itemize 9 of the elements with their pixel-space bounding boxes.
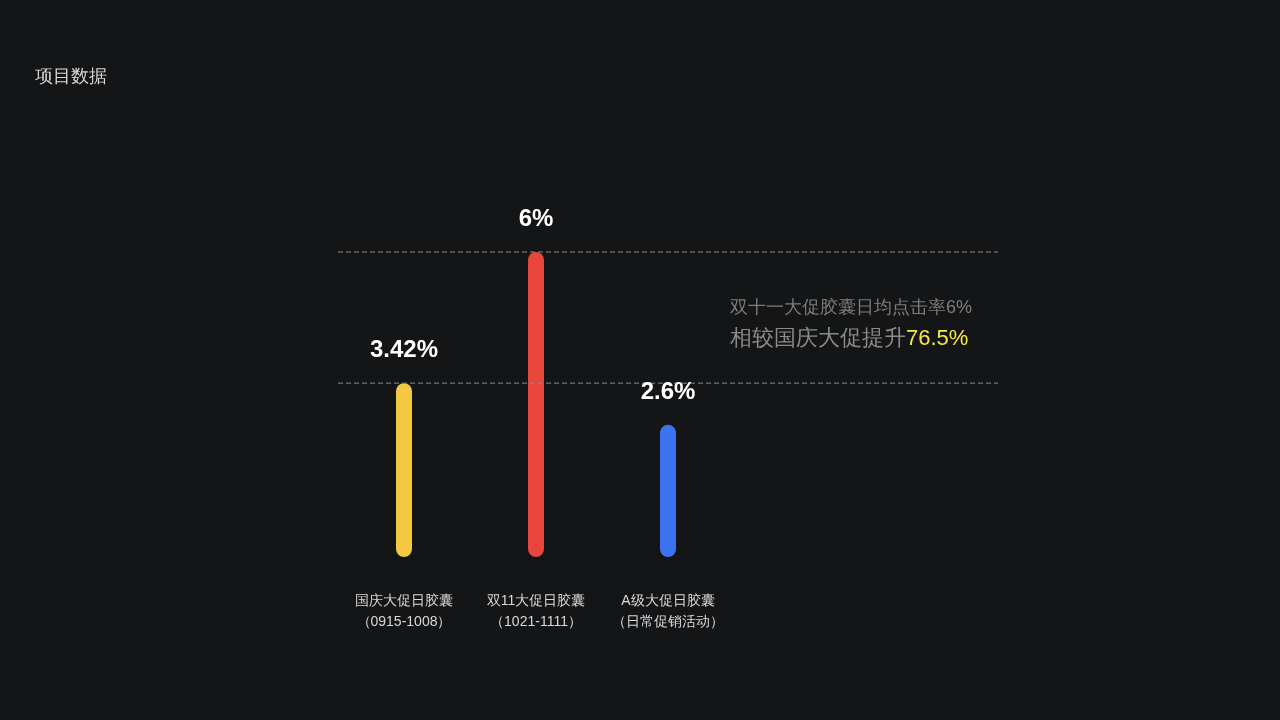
- data-label: 3.42%: [369, 335, 439, 363]
- text: 项目数据: [35, 65, 107, 88]
- x-tick-label: 国庆大促日胶囊（0915-1008）: [355, 592, 453, 629]
- x-tick-label: A级大促日胶囊（日常促销活动）: [612, 592, 724, 629]
- annotation: 双十一大促胶囊日均点击率6%: [730, 296, 973, 319]
- annotation: 相较国庆大促提升76.5%: [730, 324, 970, 352]
- data-label: 2.6%: [640, 376, 696, 404]
- x-tick-label: 双11大促日胶囊（1021-1111）: [486, 592, 586, 629]
- data-label: 6%: [518, 204, 554, 231]
